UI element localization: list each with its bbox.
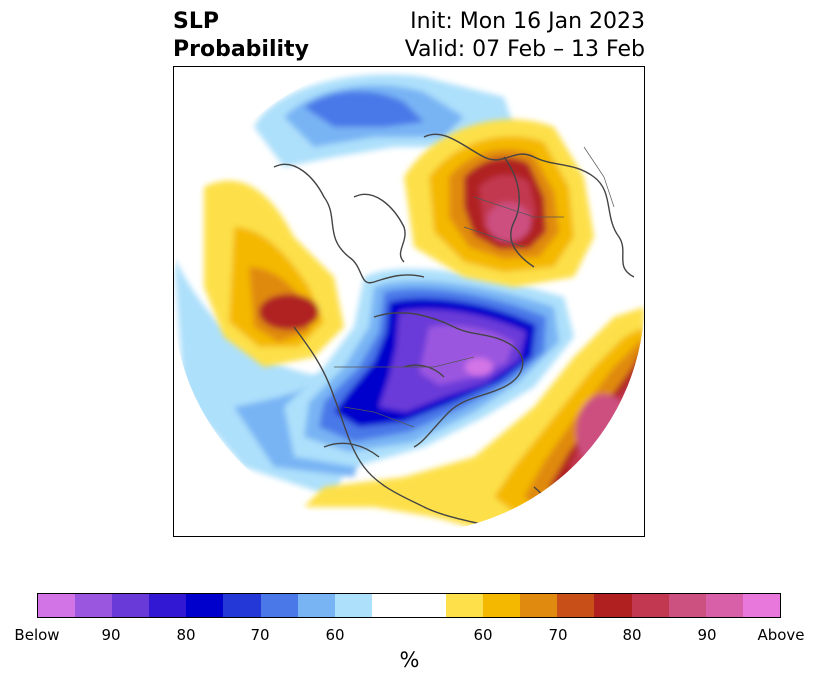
colorbar-tick: 90 [101, 626, 121, 644]
colorbar-segment [186, 594, 224, 617]
colorbar-segment [446, 594, 484, 617]
country-borders [334, 146, 615, 428]
colorbar-segment [483, 594, 521, 617]
below-normal-core [284, 268, 574, 467]
colorbar-tick: Above [757, 626, 805, 644]
colorbar-tick: 60 [473, 626, 493, 644]
title-line-1: SLP [173, 9, 219, 34]
init-date: Init: Mon 16 Jan 2023 [410, 9, 645, 34]
colorbar-tick: 60 [325, 626, 345, 644]
title-line-2: Probability [173, 37, 309, 62]
colorbar-tick: 70 [548, 626, 568, 644]
colorbar-segment [594, 594, 632, 617]
above-normal-siberia [404, 119, 594, 287]
colorbar-segment [297, 594, 335, 617]
colorbar-segment [705, 594, 743, 617]
colorbar-segment [334, 594, 372, 617]
colorbar-segment [742, 594, 780, 617]
colorbar-unit-label: % [399, 648, 420, 672]
colorbar-segment [112, 594, 150, 617]
colorbar-tick: Below [14, 626, 60, 644]
colorbar-tick-labels: Below 90 80 70 60 60 70 80 90 Above [0, 626, 819, 646]
colorbar-segment [38, 594, 76, 617]
colorbar-segment [223, 594, 261, 617]
colorbar-segment [149, 594, 187, 617]
coastlines [273, 133, 635, 528]
colorbar-tick: 80 [176, 626, 196, 644]
colorbar-tick: 80 [622, 626, 642, 644]
colorbar-segment [408, 594, 447, 617]
colorbar-segment [75, 594, 113, 617]
colorbar-tick: 70 [250, 626, 270, 644]
colorbar-segment [631, 594, 669, 617]
colorbar-tick: 90 [697, 626, 717, 644]
colorbar-segment [668, 594, 706, 617]
colorbar-segment [371, 594, 409, 617]
colorbar-segment [520, 594, 558, 617]
valid-range: Valid: 07 Feb – 13 Feb [404, 37, 645, 62]
colorbar-segment [260, 594, 298, 617]
colorbar-segment [557, 594, 595, 617]
colorbar [37, 593, 781, 618]
date-info: Init: Mon 16 Jan 2023 Valid: 07 Feb – 13… [405, 8, 645, 64]
above-normal-pacific [204, 180, 344, 367]
probability-map [173, 66, 645, 537]
map-title: SLP Probability [173, 8, 309, 64]
